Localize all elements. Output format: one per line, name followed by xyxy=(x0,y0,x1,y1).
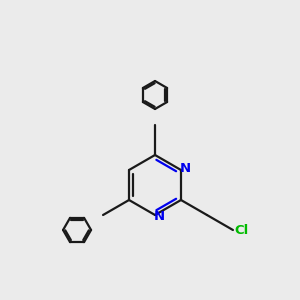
Text: N: N xyxy=(153,211,165,224)
Text: Cl: Cl xyxy=(235,224,249,236)
Text: N: N xyxy=(179,161,191,175)
